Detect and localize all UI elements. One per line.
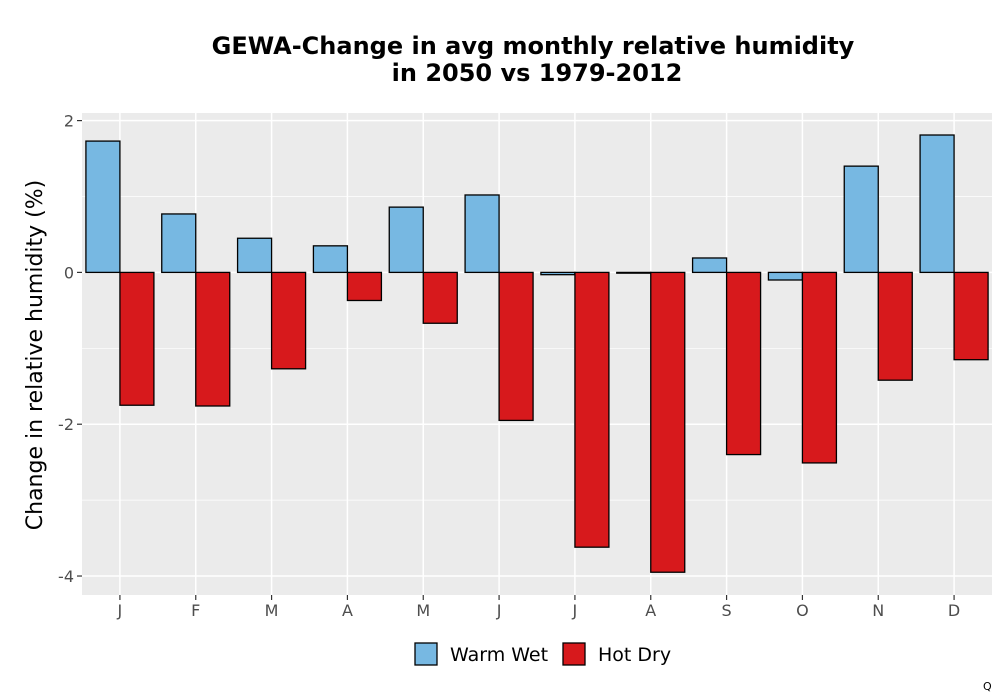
x-tick-label: N [872, 601, 884, 620]
bar-hot-dry-4 [422, 271, 458, 324]
x-tick-label: F [191, 601, 200, 620]
bar-warm-wet-10 [843, 165, 879, 274]
y-axis-title: Change in relative humidity (%) [23, 180, 48, 530]
x-tick-label: J [496, 601, 502, 620]
bar-hot-dry-10 [877, 271, 913, 381]
legend-label-hot-dry: Hot Dry [598, 644, 671, 666]
x-tick-label: M [416, 601, 430, 620]
chart-title-line-1: GEWA-Change in avg monthly relative humi… [212, 32, 855, 60]
x-tick-label: A [342, 601, 353, 620]
y-tick-label: -2 [58, 415, 74, 434]
x-tick-label: J [572, 601, 578, 620]
x-tick-label: M [265, 601, 279, 620]
bar-hot-dry-1 [195, 271, 231, 407]
bar-hot-dry-2 [270, 271, 307, 370]
bar-hot-dry-9 [801, 271, 838, 464]
y-tick-label: 2 [64, 112, 74, 131]
bar-warm-wet-7 [616, 271, 652, 274]
bar-warm-wet-2 [236, 237, 273, 274]
bar-hot-dry-8 [725, 271, 762, 456]
legend: Warm Wet Hot Dry [414, 642, 671, 666]
y-tick-label: 0 [64, 263, 74, 282]
bars [85, 134, 989, 573]
y-tick-label: -4 [58, 567, 74, 586]
x-tick-label: O [796, 601, 809, 620]
bar-warm-wet-1 [161, 213, 197, 274]
x-tick-label: D [948, 601, 960, 620]
bar-hot-dry-3 [346, 271, 383, 302]
bar-hot-dry-7 [650, 271, 686, 573]
bar-hot-dry-5 [498, 271, 534, 422]
x-tick-label: J [117, 601, 123, 620]
bar-warm-wet-3 [312, 245, 349, 274]
bar-hot-dry-0 [119, 271, 155, 406]
bar-warm-wet-8 [691, 257, 728, 274]
x-tick-label: A [645, 601, 656, 620]
plot-panel [82, 113, 992, 595]
x-tick-label: S [722, 601, 732, 620]
chart-title-line-2: in 2050 vs 1979-2012 [392, 59, 683, 87]
bar-warm-wet-11 [919, 134, 955, 274]
bar-hot-dry-11 [953, 271, 989, 361]
bar-warm-wet-9 [767, 271, 804, 281]
legend-key-warm-wet [414, 642, 438, 666]
y-axis: -4 -2 0 2 [58, 112, 82, 586]
bar-hot-dry-6 [574, 271, 610, 548]
corner-mark: Q [983, 680, 992, 693]
bar-warm-wet-4 [388, 206, 424, 274]
bar-warm-wet-5 [464, 194, 500, 274]
legend-key-hot-dry [562, 642, 586, 666]
bar-warm-wet-0 [85, 140, 121, 274]
legend-label-warm-wet: Warm Wet [450, 644, 548, 666]
bar-warm-wet-6 [540, 271, 576, 276]
